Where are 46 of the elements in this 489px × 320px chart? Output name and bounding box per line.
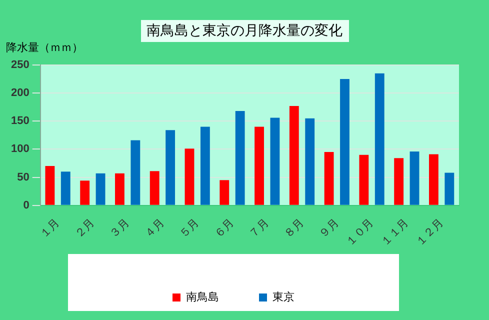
bar bbox=[394, 158, 404, 205]
bar bbox=[444, 172, 454, 205]
x-tick-label: １０月 bbox=[344, 216, 376, 249]
legend-label: 東京 bbox=[272, 290, 294, 304]
x-tick-label: １月 bbox=[38, 216, 62, 241]
bar bbox=[115, 173, 124, 205]
bar bbox=[270, 118, 280, 205]
legend-label: 南鳥島 bbox=[186, 290, 219, 304]
y-axis-title: 降水量（ｍｍ） bbox=[6, 40, 83, 55]
bar bbox=[60, 172, 70, 205]
y-tick-label: 100 bbox=[10, 143, 30, 156]
bar bbox=[200, 126, 210, 205]
bar bbox=[410, 151, 420, 205]
y-tick-label: 200 bbox=[10, 87, 30, 100]
x-tick-label: ９月 bbox=[317, 216, 342, 241]
bar bbox=[45, 166, 55, 205]
bar bbox=[359, 154, 369, 205]
bar bbox=[235, 111, 245, 205]
x-tick-label: ７月 bbox=[247, 216, 272, 241]
chart-title: 南鳥島と東京の月降水量の変化 bbox=[140, 20, 348, 42]
bar bbox=[166, 130, 176, 205]
y-tick-label: 50 bbox=[17, 171, 30, 184]
bar bbox=[184, 148, 194, 205]
bar bbox=[254, 126, 264, 205]
bar bbox=[96, 173, 106, 205]
y-tick-label: 150 bbox=[10, 115, 30, 128]
bar bbox=[374, 73, 384, 205]
bar bbox=[80, 180, 90, 205]
y-tick-label: 250 bbox=[10, 59, 30, 72]
bar bbox=[324, 152, 334, 205]
bar bbox=[305, 118, 315, 205]
x-tick-label: ８月 bbox=[282, 216, 306, 241]
x-tick-label: ６月 bbox=[212, 216, 236, 241]
x-tick-label: ５月 bbox=[178, 216, 202, 241]
x-tick-label: ４月 bbox=[142, 216, 167, 241]
x-tick-label: ３月 bbox=[108, 216, 132, 241]
bar bbox=[130, 140, 140, 205]
x-tick-label: １２月 bbox=[414, 216, 446, 249]
bar bbox=[428, 154, 438, 205]
bar bbox=[289, 106, 299, 205]
bar bbox=[150, 171, 160, 205]
y-tick-label: 0 bbox=[23, 199, 30, 212]
bar bbox=[220, 180, 230, 205]
bar bbox=[340, 79, 350, 205]
x-tick-label: １１月 bbox=[379, 216, 411, 249]
x-tick-label: ２月 bbox=[72, 216, 97, 241]
